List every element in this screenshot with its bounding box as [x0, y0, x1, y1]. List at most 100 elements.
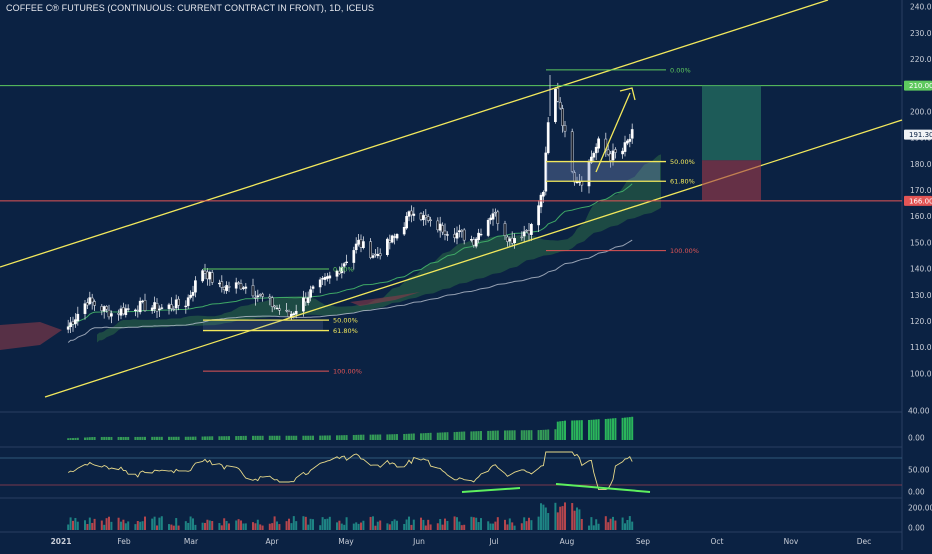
volume-bar: [103, 524, 106, 530]
candle-body: [268, 296, 272, 299]
trend-histogram-bar: [345, 435, 348, 440]
fib-level-label: 61.80%: [670, 178, 695, 186]
trend-histogram-bar: [338, 435, 341, 440]
volume-bar: [374, 525, 377, 530]
candle-body: [83, 303, 87, 314]
candle-body: [119, 308, 123, 316]
trend-histogram-bar: [544, 429, 547, 440]
indicator-tick-label: 200.00: [908, 504, 932, 513]
fib-level-label: 0.00%: [670, 66, 691, 74]
trend-histogram-bar: [580, 420, 583, 440]
trend-histogram-bar: [554, 429, 557, 440]
trend-histogram-bar: [84, 437, 86, 440]
volume-bar: [588, 525, 590, 530]
position-target-zone: [702, 85, 761, 161]
volume-bar: [187, 522, 190, 530]
trend-histogram-bar: [321, 435, 324, 440]
volume-bar: [204, 522, 206, 530]
volume-bar: [412, 519, 415, 530]
candle-body: [273, 305, 276, 308]
trend-histogram-bar: [391, 434, 394, 440]
trend-histogram-bar: [328, 435, 331, 440]
candle-body: [412, 213, 416, 216]
trend-histogram-bar: [134, 436, 137, 440]
volume-bar: [424, 525, 427, 530]
volume-bar: [446, 520, 449, 530]
indicators: [0, 416, 902, 530]
time-tick-label: Nov: [784, 537, 799, 546]
candle-body: [352, 250, 356, 263]
price-tick-label: 180.00: [910, 160, 932, 169]
trend-histogram-bar: [496, 430, 499, 440]
candle-body: [522, 231, 526, 237]
candle-body: [184, 305, 188, 308]
candle-body: [256, 295, 260, 298]
fib-level-label: 50.00%: [670, 158, 695, 166]
candle-body: [621, 150, 624, 155]
trend-histogram-bar: [312, 435, 314, 440]
candle-body: [242, 287, 245, 289]
drawings[interactable]: 0.00% 50.00% 61.80% 100.00% 0.00% 50.00% 61.80…: [0, 0, 903, 398]
volume-bar: [307, 524, 310, 530]
candle-body: [357, 239, 360, 245]
trend-histogram-bar: [170, 436, 173, 440]
trend-histogram-bar: [304, 435, 307, 440]
candle-body: [323, 276, 327, 280]
candle-body: [558, 101, 562, 109]
oscillator-line: [67, 451, 633, 491]
volume-bar: [235, 520, 238, 530]
time-tick-label: Dec: [857, 537, 872, 546]
trend-histogram-bar: [124, 436, 127, 440]
volume-bar: [117, 517, 120, 530]
candle-body: [141, 300, 144, 303]
volume-bar: [76, 521, 79, 530]
volume-bar: [256, 519, 259, 530]
candle-body: [429, 219, 432, 221]
volume-bar: [492, 523, 494, 530]
trend-histogram-bar: [309, 435, 312, 440]
trend-histogram-bar: [355, 434, 358, 440]
trend-histogram-bar: [458, 431, 461, 440]
volume-bar: [84, 520, 86, 530]
volume-bar: [477, 522, 480, 530]
trend-histogram-bar: [268, 435, 271, 440]
volume-bar: [160, 516, 163, 530]
volume-bar: [597, 523, 600, 530]
volume-bar: [494, 521, 497, 530]
price-candles[interactable]: [66, 82, 634, 334]
time-tick-label: Aug: [560, 537, 575, 546]
trend-histogram-bar: [480, 431, 482, 440]
candle-body: [126, 308, 130, 310]
volume-bar: [470, 516, 473, 530]
trend-histogram-bar: [573, 420, 576, 440]
ichimoku-cloud-area: [97, 154, 661, 343]
trend-histogram-bar: [103, 436, 106, 440]
volume-bar: [288, 518, 290, 530]
volume-bar: [228, 523, 230, 530]
trend-histogram-bar: [520, 430, 523, 440]
trend-histogram-bar: [278, 435, 281, 440]
trend-histogram-bar: [223, 436, 226, 440]
candle-body: [153, 302, 156, 309]
volume-bar: [396, 520, 398, 530]
price-tick-label: 110.00: [910, 343, 932, 352]
volume-bar: [571, 503, 574, 530]
trend-histogram-bar: [336, 435, 338, 440]
candle-body: [302, 297, 305, 312]
trend-histogram-bar: [276, 435, 278, 440]
trend-histogram-bar: [168, 436, 170, 440]
trend-histogram-bar: [218, 436, 221, 440]
candle-body: [474, 238, 478, 247]
trend-histogram-bar: [422, 433, 425, 440]
trend-histogram-bar: [240, 435, 242, 440]
indicator-tick-label: 0.00: [908, 434, 925, 443]
candle-body: [503, 223, 507, 236]
volume-bar: [261, 525, 264, 530]
trend-histogram-bar: [204, 436, 206, 440]
volume-bar: [201, 522, 204, 530]
volume-bar: [436, 523, 439, 530]
volume-bar: [379, 520, 382, 530]
trend-histogram-bar: [110, 436, 113, 440]
